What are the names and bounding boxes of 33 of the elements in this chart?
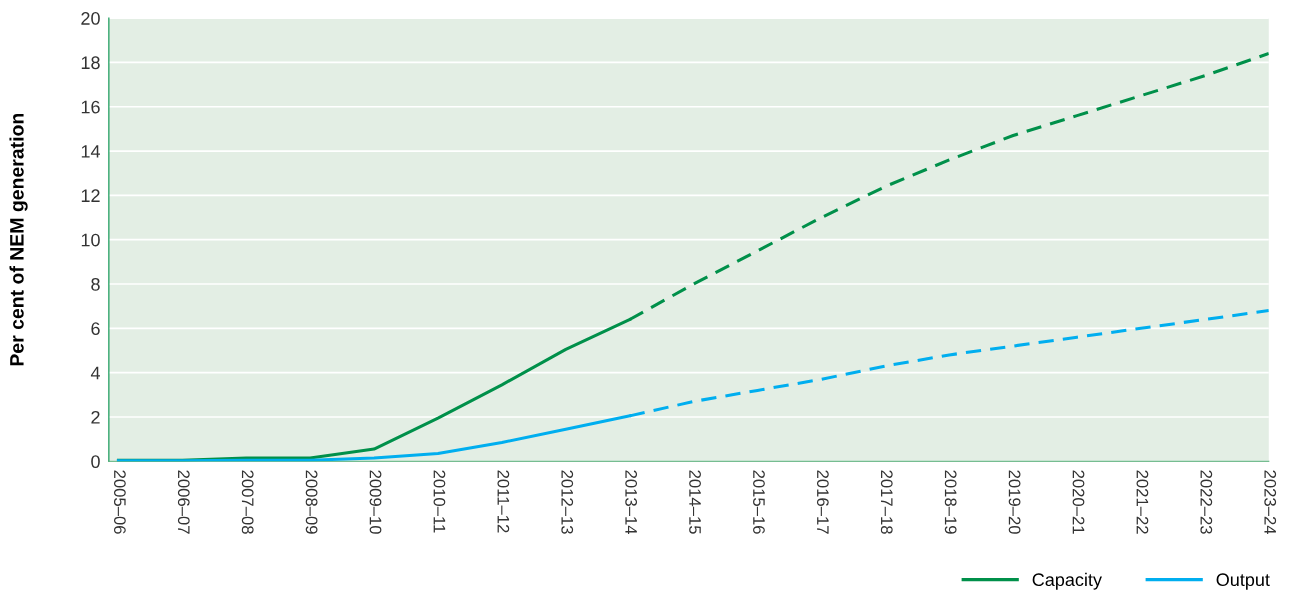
x-tick-label: 2017–18 <box>880 470 893 534</box>
y-tick-label: 14 <box>81 145 100 158</box>
y-tick-label: 12 <box>81 189 100 202</box>
y-tick-label: 10 <box>81 233 100 247</box>
x-tick-label: 2021–22 <box>1136 470 1149 534</box>
y-tick-label: 20 <box>81 12 100 25</box>
x-tick-label: 2016–17 <box>816 470 829 534</box>
x-tick-label: 2009–10 <box>369 470 382 534</box>
y-tick-label: 6 <box>91 322 100 336</box>
x-tick-label: 2011–12 <box>497 470 510 533</box>
x-tick-label: 2006–07 <box>177 470 190 534</box>
x-tick-label: 2013–14 <box>625 470 638 535</box>
y-axis-title: Per cent of NEM generation <box>9 113 28 366</box>
y-tick-label: 18 <box>81 56 100 70</box>
legend-label: Output <box>1216 573 1270 590</box>
x-tick-label: 2008–09 <box>305 470 318 534</box>
x-tick-label: 2005–06 <box>113 470 126 534</box>
x-tick-label: 2010–11 <box>433 470 446 533</box>
x-tick-label: 2012–13 <box>561 470 574 534</box>
y-tick-label: 8 <box>91 277 100 291</box>
y-tick-label: 2 <box>91 410 100 424</box>
x-tick-label: 2019–20 <box>1008 470 1021 534</box>
legend-label: Capacity <box>1032 572 1102 590</box>
y-tick-label: 4 <box>90 366 100 380</box>
x-tick-label: 2015–16 <box>753 470 765 534</box>
x-tick-label: 2018–19 <box>944 470 957 534</box>
y-tick-label: 0 <box>91 455 100 469</box>
x-tick-label: 2020–21 <box>1072 470 1085 534</box>
x-tick-label: 2022–23 <box>1200 470 1213 534</box>
y-tick-label: 16 <box>81 100 100 114</box>
x-tick-label: 2007–08 <box>241 470 254 534</box>
x-tick-label: 2014–15 <box>689 470 701 534</box>
x-tick-label: 2023–24 <box>1264 470 1277 535</box>
